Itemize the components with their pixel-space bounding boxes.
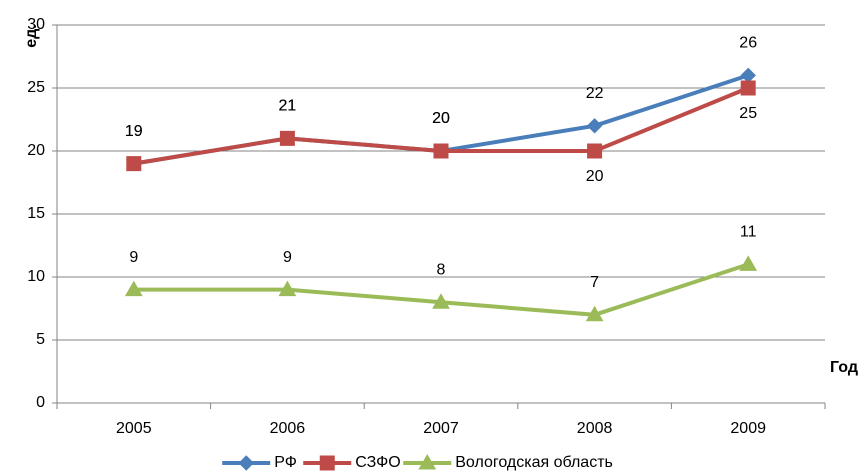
marker — [586, 118, 603, 134]
y-tick-label: 5 — [36, 331, 45, 348]
marker — [418, 453, 437, 470]
x-tick-label: 2006 — [270, 420, 306, 437]
data-label: 26 — [739, 35, 757, 52]
data-label: 22 — [586, 85, 604, 102]
marker — [739, 255, 758, 271]
data-label: 20 — [432, 110, 450, 127]
series — [124, 255, 758, 322]
data-label: 8 — [437, 261, 446, 278]
marker — [433, 143, 449, 159]
y-tick-label: 20 — [27, 142, 45, 159]
marker — [587, 143, 603, 159]
data-label: 7 — [590, 274, 599, 291]
marker — [740, 80, 756, 96]
data-label: 21 — [279, 98, 297, 115]
marker — [126, 156, 142, 172]
data-label: 25 — [739, 105, 757, 122]
legend-label: Вологодская область — [455, 454, 613, 471]
x-axis-label: Год — [830, 359, 858, 376]
legend-label: РФ — [274, 454, 297, 471]
data-label: 21 — [279, 98, 297, 115]
data-label: 20 — [586, 168, 604, 185]
x-tick-label: 2005 — [116, 420, 152, 437]
data-label: 11 — [740, 224, 757, 241]
series — [126, 80, 756, 172]
data-label: 19 — [125, 123, 143, 140]
x-tick-label: 2009 — [730, 420, 766, 437]
data-label: 19 — [125, 123, 143, 140]
y-axis-label: ед. — [23, 24, 40, 48]
y-tick-label: 0 — [36, 394, 45, 411]
marker — [278, 280, 297, 297]
y-tick-label: 15 — [27, 205, 45, 222]
marker — [124, 280, 143, 297]
legend-label: СЗФО — [355, 454, 400, 471]
marker — [238, 455, 254, 471]
y-tick-label: 10 — [27, 268, 45, 285]
x-tick-label: 2007 — [423, 420, 459, 437]
y-tick-label: 25 — [27, 79, 45, 96]
y-tick-label: 30 — [27, 16, 45, 33]
marker — [319, 455, 335, 471]
data-label: 9 — [129, 249, 138, 266]
data-label: 20 — [432, 110, 450, 127]
data-label: 9 — [283, 249, 292, 266]
marker — [585, 305, 604, 322]
x-tick-label: 2008 — [577, 420, 613, 437]
marker — [432, 293, 450, 309]
marker — [279, 130, 295, 146]
marker — [740, 67, 756, 84]
